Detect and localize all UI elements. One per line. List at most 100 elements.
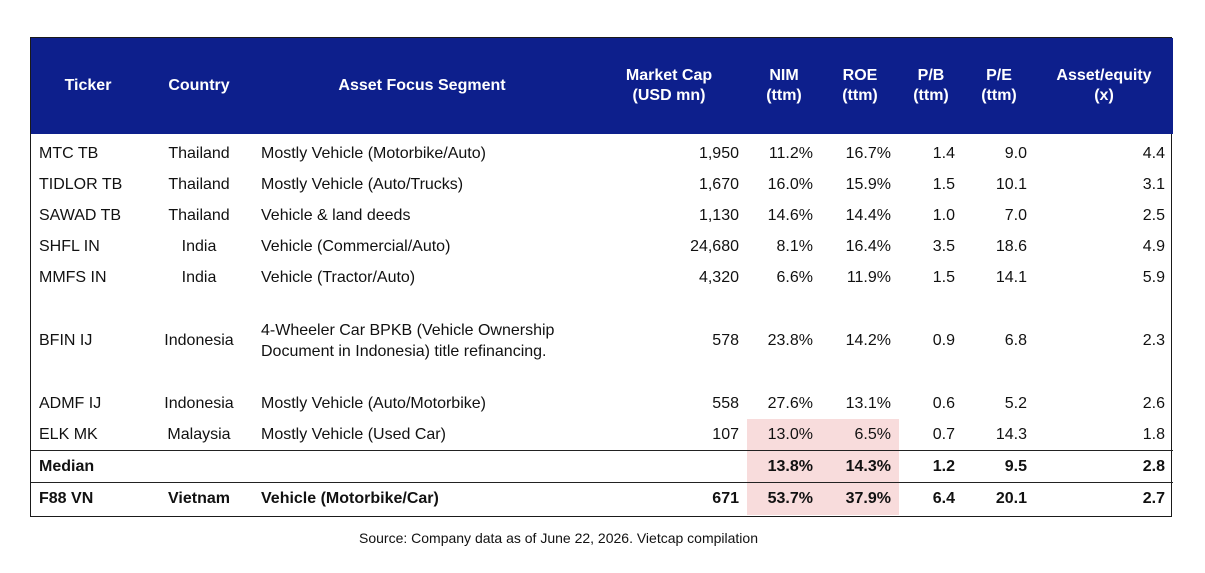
header-pb-line2: (ttm) — [913, 87, 949, 104]
header-asset-equity: Asset/equity (x) — [1035, 38, 1173, 134]
cell-roe: 13.1% — [845, 394, 891, 412]
cell-country: Thailand — [168, 144, 230, 162]
cell-market-cap: 4,320 — [698, 268, 739, 286]
cell-pe: 7.0 — [1004, 206, 1027, 224]
cell-country: Malaysia — [167, 425, 231, 443]
header-segment: Asset Focus Segment — [338, 77, 506, 94]
cell-asset-equity: 2.6 — [1142, 394, 1165, 412]
cell-asset-equity: 3.1 — [1142, 175, 1165, 193]
header-nim-line2: (ttm) — [766, 87, 802, 104]
f88-asset-equity: 2.7 — [1035, 482, 1173, 515]
cell-market-cap: 1,950 — [698, 144, 739, 162]
cell-nim: 13.0% — [747, 419, 821, 451]
cell-asset-equity: 4.9 — [1142, 237, 1165, 255]
cell-segment: Mostly Vehicle (Auto/Trucks) — [261, 175, 464, 193]
cell-segment-line2: Document in Indonesia) title refinancing… — [261, 342, 547, 360]
median-segment-empty — [253, 450, 591, 483]
cell-ticker: MTC TB — [39, 144, 99, 162]
cell-market-cap: 558 — [712, 394, 739, 412]
comparison-table-frame: Ticker Country Asset Focus Segment Marke… — [30, 37, 1173, 517]
cell-pb: 1.4 — [932, 144, 955, 162]
cell-country: India — [181, 237, 217, 255]
header-roe-line1: ROE — [842, 67, 878, 84]
header-pb: P/B (ttm) — [899, 38, 963, 134]
cell-segment: Mostly Vehicle (Used Car) — [261, 425, 446, 443]
table-header-row: Ticker Country Asset Focus Segment Marke… — [31, 38, 1173, 134]
f88-country: Vietnam — [145, 482, 253, 515]
cell-roe: 11.9% — [846, 268, 891, 286]
f88-market-cap: 671 — [591, 482, 747, 515]
f88-roe: 37.9% — [821, 482, 899, 515]
header-nim-line1: NIM — [769, 67, 799, 84]
header-asset-equity-line2: (x) — [1094, 87, 1114, 104]
cell-pb: 1.5 — [932, 175, 955, 193]
header-asset-equity-line1: Asset/equity — [1056, 67, 1152, 84]
cell-pb: 1.0 — [932, 206, 955, 224]
cell-pe: 18.6 — [995, 237, 1027, 255]
table-row: MTC TB Thailand Mostly Vehicle (Motorbik… — [31, 134, 1173, 169]
median-market-cap-empty — [591, 450, 747, 483]
median-row: Median 13.8% 14.3% 1.2 9.5 2.8 — [31, 450, 1173, 483]
cell-nim: 23.8% — [767, 331, 813, 349]
cell-roe: 15.9% — [845, 175, 891, 193]
median-asset-equity: 2.8 — [1035, 450, 1173, 483]
cell-segment: 4-Wheeler Car BPKB (Vehicle Ownership Doc… — [253, 293, 591, 388]
cell-roe: 16.4% — [845, 237, 891, 255]
cell-roe: 16.7% — [845, 144, 891, 162]
cell-ticker: ELK MK — [39, 425, 98, 443]
cell-segment: Mostly Vehicle (Auto/Motorbike) — [261, 394, 486, 412]
cell-pb: 0.9 — [932, 331, 955, 349]
source-note: Source: Company data as of June 22, 2026… — [359, 530, 758, 546]
header-market-cap-line2: (USD mn) — [632, 87, 706, 104]
cell-segment: Vehicle (Tractor/Auto) — [261, 268, 416, 286]
cell-pe: 10.1 — [995, 175, 1027, 193]
cell-pb: 0.7 — [932, 425, 955, 443]
median-roe: 14.3% — [821, 450, 899, 483]
cell-segment: Vehicle & land deeds — [261, 206, 411, 224]
table-row: SAWAD TB Thailand Vehicle & land deeds 1… — [31, 200, 1173, 231]
cell-ticker: SAWAD TB — [39, 206, 122, 224]
header-pe-line1: P/E — [986, 67, 1012, 84]
cell-segment: Vehicle (Commercial/Auto) — [261, 237, 451, 255]
header-market-cap: Market Cap (USD mn) — [591, 38, 747, 134]
cell-roe: 14.2% — [845, 331, 891, 349]
cell-pe: 6.8 — [1004, 331, 1027, 349]
cell-ticker: TIDLOR TB — [39, 175, 123, 193]
cell-market-cap: 24,680 — [690, 237, 739, 255]
median-pb: 1.2 — [899, 450, 963, 483]
cell-market-cap: 1,670 — [698, 175, 739, 193]
median-pe: 9.5 — [963, 450, 1035, 483]
cell-pb: 3.5 — [932, 237, 955, 255]
table-row: ELK MK Malaysia Mostly Vehicle (Used Car… — [31, 419, 1173, 451]
cell-nim: 8.1% — [776, 237, 813, 255]
cell-ticker: BFIN IJ — [39, 331, 93, 349]
cell-segment-line1: 4-Wheeler Car BPKB (Vehicle Ownership — [261, 321, 555, 339]
cell-nim: 11.2% — [768, 144, 813, 162]
cell-asset-equity: 1.8 — [1142, 425, 1165, 443]
peer-comparison-table: Ticker Country Asset Focus Segment Marke… — [31, 38, 1173, 515]
cell-asset-equity: 4.4 — [1142, 144, 1165, 162]
median-label: Median — [31, 450, 145, 483]
cell-pe: 9.0 — [1004, 144, 1027, 162]
table-row: TIDLOR TB Thailand Mostly Vehicle (Auto/… — [31, 169, 1173, 200]
cell-market-cap: 578 — [712, 331, 739, 349]
cell-segment: Mostly Vehicle (Motorbike/Auto) — [261, 144, 486, 162]
cell-market-cap: 1,130 — [698, 206, 739, 224]
header-pe-line2: (ttm) — [981, 87, 1017, 104]
header-market-cap-line1: Market Cap — [625, 67, 713, 84]
f88-row: F88 VN Vietnam Vehicle (Motorbike/Car) 6… — [31, 482, 1173, 515]
cell-asset-equity: 2.5 — [1142, 206, 1165, 224]
f88-pe: 20.1 — [963, 482, 1035, 515]
cell-roe: 6.5% — [821, 419, 899, 451]
f88-segment: Vehicle (Motorbike/Car) — [253, 482, 591, 515]
table-row: BFIN IJ Indonesia 4-Wheeler Car BPKB (Ve… — [31, 293, 1173, 388]
header-roe-line2: (ttm) — [842, 87, 878, 104]
cell-nim: 14.6% — [767, 206, 813, 224]
cell-ticker: ADMF IJ — [39, 394, 102, 412]
header-pb-line1: P/B — [917, 67, 945, 84]
cell-pb: 0.6 — [932, 394, 955, 412]
cell-pe: 5.2 — [1004, 394, 1027, 412]
f88-pb: 6.4 — [899, 482, 963, 515]
cell-pb: 1.5 — [932, 268, 955, 286]
cell-ticker: SHFL IN — [39, 237, 100, 255]
